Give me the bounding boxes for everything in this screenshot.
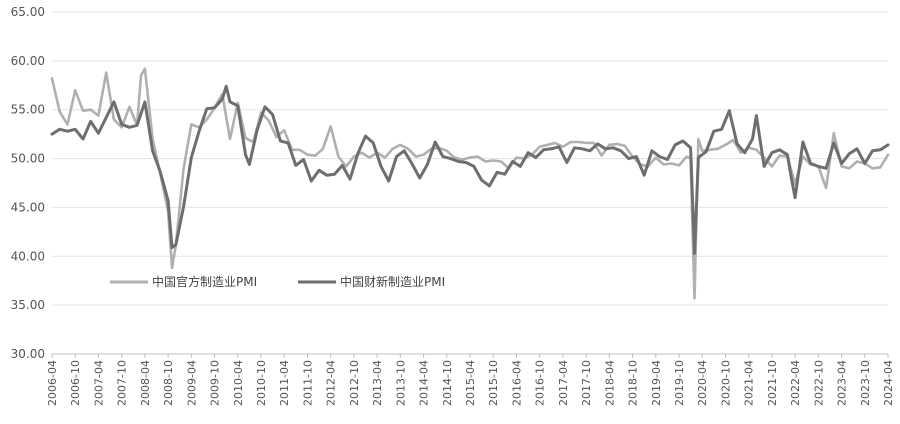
x-tick-label: 2019-04 xyxy=(650,360,663,406)
y-tick-label: 35.00 xyxy=(11,298,45,312)
series-line-official-pmi xyxy=(50,67,890,300)
y-tick-label: 45.00 xyxy=(11,200,45,214)
gridlines xyxy=(52,11,888,355)
x-tick-label: 2010-10 xyxy=(255,360,268,406)
y-tick-label: 30.00 xyxy=(11,347,45,361)
x-tick-label: 2020-04 xyxy=(696,360,709,406)
x-axis: 2006-04 2006-10 2007-04 2007-10 2008-04 2008-… xyxy=(46,354,895,406)
x-tick-label: 2011-04 xyxy=(278,360,291,406)
x-tick-label: 2009-04 xyxy=(185,360,198,406)
x-tick-label: 2008-04 xyxy=(139,360,152,406)
x-tick-label: 2006-10 xyxy=(69,360,82,406)
y-tick-label: 50.00 xyxy=(11,152,45,166)
x-tick-label: 2022-04 xyxy=(789,360,802,406)
legend-label: 中国官方制造业PMI xyxy=(152,274,257,289)
x-tick-label: 2017-04 xyxy=(557,360,570,406)
x-tick-label: 2017-10 xyxy=(580,360,593,406)
x-tick-label: 2006-04 xyxy=(46,360,59,406)
y-tick-label: 60.00 xyxy=(11,54,45,68)
legend: 中国官方制造业PMI 中国财新制造业PMI xyxy=(110,274,445,289)
x-tick-label: 2020-10 xyxy=(719,360,732,406)
x-tick-label: 2012-04 xyxy=(325,360,338,406)
x-tick-label: 2021-10 xyxy=(766,360,779,406)
x-tick-label: 2011-10 xyxy=(301,360,314,406)
x-tick-label: 2021-04 xyxy=(743,360,756,406)
x-tick-label: 2013-04 xyxy=(371,360,384,406)
series-line-caixin-pmi xyxy=(50,84,890,255)
x-tick-label: 2019-10 xyxy=(673,360,686,406)
x-tick-label: 2018-04 xyxy=(603,360,616,406)
legend-label: 中国财新制造业PMI xyxy=(340,274,445,289)
series-lines xyxy=(50,67,890,300)
x-tick-label: 2013-10 xyxy=(394,360,407,406)
x-tick-label: 2008-10 xyxy=(162,360,175,406)
x-tick-label: 2007-04 xyxy=(92,360,105,406)
x-tick-label: 2010-04 xyxy=(232,360,245,406)
x-tick-label: 2023-04 xyxy=(836,360,849,406)
y-tick-label: 40.00 xyxy=(11,249,45,263)
x-tick-label: 2016-04 xyxy=(510,360,523,406)
y-axis-tick-labels: 30.00 35.00 40.00 45.00 50.00 55.00 60.00 65.00 xyxy=(11,5,45,361)
x-tick-label: 2015-04 xyxy=(464,360,477,406)
x-tick-label: 2023-10 xyxy=(859,360,872,406)
y-tick-label: 55.00 xyxy=(11,103,45,117)
x-tick-label: 2016-10 xyxy=(534,360,547,406)
x-tick-label: 2014-10 xyxy=(441,360,454,406)
x-tick-label: 2015-10 xyxy=(487,360,500,406)
x-tick-label: 2014-04 xyxy=(418,360,431,406)
x-tick-label: 2012-10 xyxy=(348,360,361,406)
x-tick-label: 2007-10 xyxy=(116,360,129,406)
y-tick-label: 65.00 xyxy=(11,5,45,19)
x-tick-label: 2022-10 xyxy=(812,360,825,406)
x-tick-label: 2018-10 xyxy=(627,360,640,406)
x-tick-label: 2024-04 xyxy=(882,360,895,406)
x-tick-label: 2009-10 xyxy=(209,360,222,406)
